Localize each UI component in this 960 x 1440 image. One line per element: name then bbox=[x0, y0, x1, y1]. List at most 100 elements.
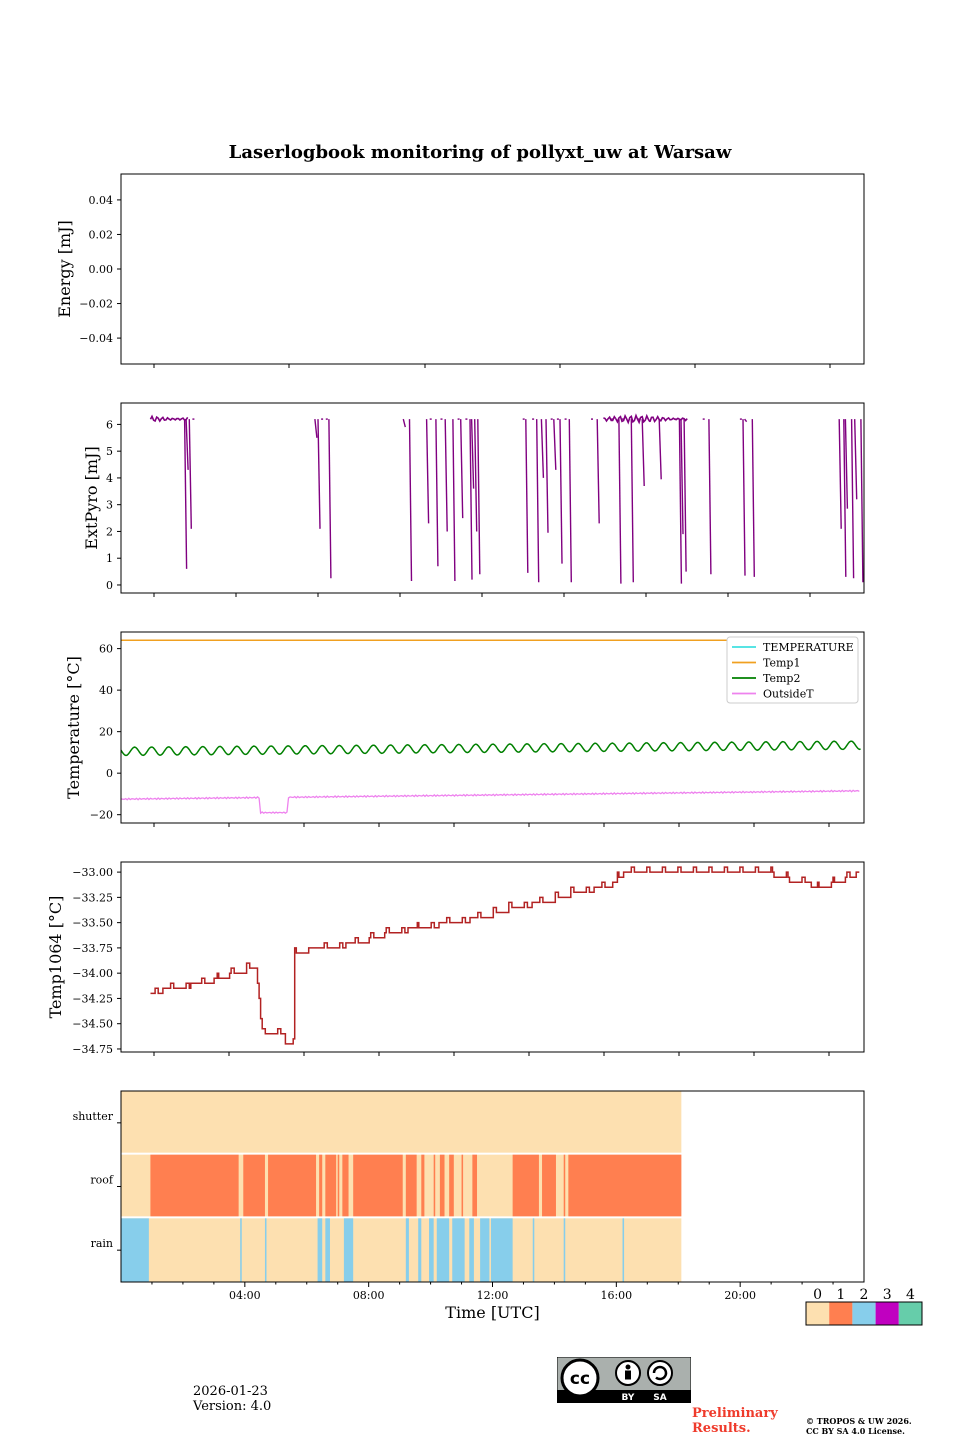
status-row-rain bbox=[121, 1218, 681, 1282]
extpyro-point bbox=[410, 419, 412, 581]
extpyro-point bbox=[318, 419, 320, 529]
roof-state-1-cell bbox=[542, 1155, 556, 1217]
rain-state-2-cell bbox=[318, 1218, 323, 1282]
colorbar-cell-1 bbox=[829, 1302, 852, 1325]
extpyro-ytick-label: 0 bbox=[106, 579, 113, 592]
rain-state-2-cell bbox=[344, 1218, 353, 1282]
extpyro-point bbox=[743, 419, 745, 575]
extpyro-point bbox=[189, 419, 191, 529]
extpyro-point bbox=[186, 419, 188, 470]
temp1064-series-line bbox=[151, 867, 860, 1044]
roof-state-1-cell bbox=[319, 1155, 322, 1217]
extpyro-point bbox=[681, 419, 683, 534]
colorbar-cell-4 bbox=[899, 1302, 922, 1325]
sa-label: SA bbox=[653, 1393, 666, 1403]
sa-share-alike-icon bbox=[648, 1361, 672, 1385]
rain-state-2-cell bbox=[564, 1218, 566, 1282]
legend-label-outsidet: OutsideT bbox=[763, 688, 814, 701]
extpyro-ytick-label: 2 bbox=[106, 525, 113, 538]
temp1064-ytick-label: −34.75 bbox=[72, 1043, 113, 1056]
energy-ytick-label: 0.02 bbox=[89, 228, 114, 241]
extpyro-ylabel: ExtPyro [mJ] bbox=[82, 446, 101, 549]
cc-by-sa-license-icon: cc BY SA bbox=[557, 1357, 691, 1403]
roof-state-1-cell bbox=[353, 1155, 403, 1217]
copyright-line-1: © TROPOS & UW 2026. bbox=[806, 1416, 956, 1426]
rain-state-2-cell bbox=[623, 1218, 625, 1282]
rain-state-2-cell bbox=[406, 1218, 409, 1282]
roof-state-1-cell bbox=[421, 1155, 424, 1217]
extpyro-point bbox=[403, 419, 405, 427]
extpyro-point bbox=[445, 419, 447, 531]
status-xtick-label: 16:00 bbox=[600, 1289, 632, 1302]
temp1064-ytick-label: −33.25 bbox=[72, 891, 113, 904]
temp1064-ytick-label: −33.75 bbox=[72, 942, 113, 955]
extpyro-point bbox=[569, 419, 571, 582]
extpyro-point bbox=[436, 419, 438, 566]
extpyro-point bbox=[852, 419, 854, 578]
extpyro-point bbox=[855, 419, 857, 499]
status-row-label-roof: roof bbox=[90, 1174, 114, 1187]
roof-state-1-cell bbox=[564, 1155, 566, 1217]
roof-state-1-cell bbox=[342, 1155, 348, 1217]
extpyro-point bbox=[526, 419, 528, 573]
roof-state-1-cell bbox=[449, 1155, 454, 1217]
colorbar-label-2: 2 bbox=[860, 1287, 869, 1303]
temp1064-ytick-label: −34.25 bbox=[72, 992, 113, 1005]
status-xlabel: Time [UTC] bbox=[445, 1303, 539, 1322]
rain-state-2-cell bbox=[240, 1218, 242, 1282]
roof-state-1-cell bbox=[472, 1155, 477, 1217]
extpyro-point bbox=[453, 419, 455, 581]
roof-state-1-cell bbox=[406, 1155, 417, 1217]
extpyro-point bbox=[752, 419, 754, 577]
extpyro-ytick-label: 3 bbox=[106, 499, 113, 512]
roof-state-1-cell bbox=[513, 1155, 539, 1217]
extpyro-point bbox=[631, 419, 633, 582]
status-xtick-label: 12:00 bbox=[477, 1289, 509, 1302]
extpyro-point bbox=[684, 419, 686, 571]
extpyro-point bbox=[560, 419, 562, 563]
rain-state-2-cell bbox=[121, 1218, 149, 1282]
rain-state-2-cell bbox=[480, 1218, 489, 1282]
status-xtick-label: 08:00 bbox=[353, 1289, 385, 1302]
copyright-label: © TROPOS & UW 2026. CC BY SA 4.0 License… bbox=[806, 1416, 956, 1436]
temp2-series-line bbox=[121, 741, 861, 755]
roof-state-1-cell bbox=[440, 1155, 445, 1217]
status-row-shutter bbox=[121, 1091, 681, 1153]
extpyro-baseline-segment bbox=[603, 417, 615, 421]
colorbar-label-0: 0 bbox=[813, 1287, 822, 1303]
energy-ytick-label: 0.00 bbox=[89, 263, 114, 276]
roof-state-1-cell bbox=[243, 1155, 265, 1217]
temperature-ylabel: Temperature [°C] bbox=[64, 656, 83, 799]
extpyro-point bbox=[537, 419, 539, 582]
energy-ytick-label: 0.04 bbox=[89, 194, 114, 207]
temp1064-ytick-label: −34.50 bbox=[72, 1018, 113, 1031]
temp1064-ylabel: Temp1064 [°C] bbox=[46, 896, 65, 1019]
extpyro-point bbox=[845, 419, 847, 509]
legend-label-temp2: Temp2 bbox=[763, 672, 800, 685]
roof-state-1-cell bbox=[150, 1155, 238, 1217]
extpyro-point bbox=[839, 419, 841, 529]
extpyro-point bbox=[472, 419, 474, 489]
temperature-ytick-label: −20 bbox=[90, 809, 113, 822]
energy-ylabel: Energy [mJ] bbox=[55, 220, 74, 318]
extpyro-point bbox=[329, 419, 331, 578]
figure-title: Laserlogbook monitoring of pollyxt_uw at… bbox=[229, 142, 732, 163]
extpyro-point bbox=[745, 419, 747, 422]
extpyro-point bbox=[427, 419, 429, 523]
rain-state-2-cell bbox=[452, 1218, 464, 1282]
extpyro-point bbox=[597, 419, 599, 523]
extpyro-point bbox=[709, 419, 711, 574]
preliminary-line-2: Results. bbox=[692, 1421, 802, 1436]
roof-state-1-cell bbox=[338, 1155, 340, 1217]
date-label: 2026-01-23 bbox=[193, 1384, 268, 1399]
copyright-line-2: CC BY SA 4.0 License. bbox=[806, 1426, 956, 1436]
roof-state-1-cell bbox=[434, 1155, 436, 1217]
roof-state-1-cell bbox=[325, 1155, 336, 1217]
extpyro-ytick-label: 4 bbox=[106, 472, 113, 485]
roof-state-1-cell bbox=[568, 1155, 681, 1217]
temp1064-ytick-label: −33.50 bbox=[72, 917, 113, 930]
colorbar-label-3: 3 bbox=[883, 1287, 892, 1303]
preliminary-line-1: Preliminary bbox=[692, 1406, 802, 1421]
extpyro-point bbox=[642, 419, 644, 486]
temperature-ytick-label: 20 bbox=[99, 726, 113, 739]
